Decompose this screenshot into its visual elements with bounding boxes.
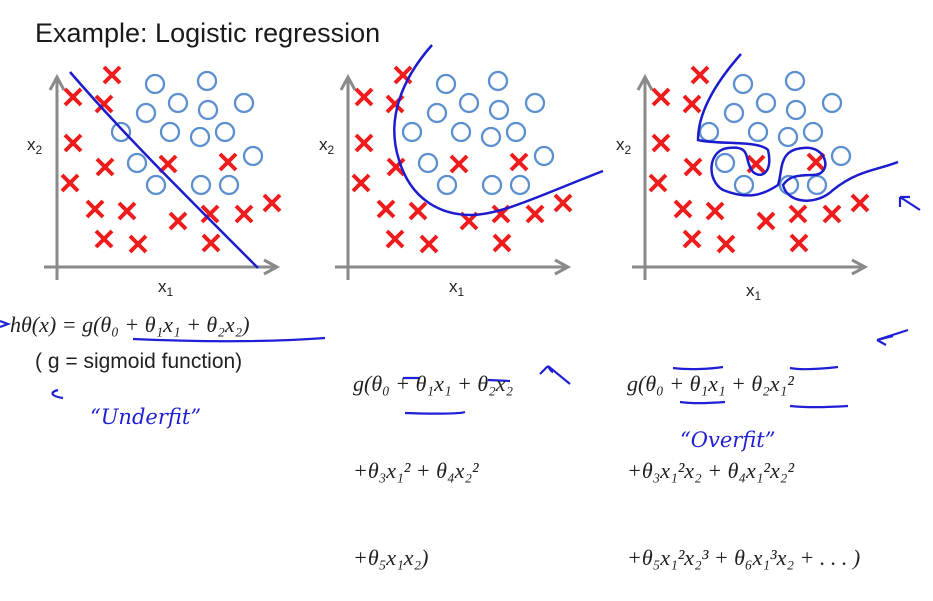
underline-x1x2 (404, 410, 466, 415)
underline-x1sqx2sq (789, 365, 839, 371)
underline-x1sqx2 (672, 365, 724, 371)
arrow-to-g-icon (51, 388, 64, 400)
plot-overfit: x2 x1 (616, 53, 899, 303)
scatter-plots: x2 x1 x2 x1 x2 x1 (0, 44, 921, 415)
linear-decision-boundary (69, 71, 259, 269)
underline-x1sqx2cube (679, 400, 726, 405)
arrow-icon-plot (898, 195, 921, 211)
svg-text:x1: x1 (449, 277, 465, 299)
overfit-annotation: “Overfit” (680, 428, 776, 452)
formula-line: +θ₃x₁² + θ₄x₂² (353, 458, 479, 483)
quadratic-decision-boundary (393, 44, 604, 217)
formula-line: g(θ₀ + θ₁x₁ + θ₂x₁² (627, 371, 794, 396)
annotations (0, 195, 921, 415)
x-axis-label: x1 (158, 277, 174, 299)
formula-line: g(θ₀ + θ₁x₁ + θ₂x₂ (353, 371, 514, 396)
svg-text:x1: x1 (746, 281, 762, 303)
svg-text:x2: x2 (319, 135, 335, 157)
underline-x2sq (487, 378, 511, 383)
formula-just-right: g(θ₀ + θ₁x₁ + θ₂x₂ +θ₃x₁² + θ₄x₂² +θ₅x₁x… (353, 311, 513, 601)
sigmoid-note: ( g = sigmoid function) (35, 350, 243, 373)
arrow-to-h (0, 319, 12, 329)
formula-line: +θ₃x₁²x₂ + θ₄x₁²x₂² (627, 458, 795, 483)
underline-x1cubex2 (789, 404, 849, 409)
formula-line: +θ₅x₁x₂) (353, 545, 429, 570)
formula-line: +θ₅x₁²x₂³ + θ₆x₁³x₂ + . . . ) (627, 545, 861, 570)
y-axis-label: x2 (27, 135, 43, 157)
formula-underfit: hθ(x) = g(θ₀ + θ₁x₁ + θ₂x₂) (10, 312, 250, 337)
underfit-annotation: “Underfit” (90, 405, 202, 429)
plot-just-right: x2 x1 (319, 44, 604, 299)
underline-linear-terms (132, 336, 326, 343)
arrow-icon-right (876, 328, 909, 346)
complex-decision-boundary (696, 53, 899, 202)
plot-underfit: x2 x1 (27, 67, 280, 299)
formula-overfit: g(θ₀ + θ₁x₁ + θ₂x₁² +θ₃x₁²x₂ + θ₄x₁²x₂² … (627, 311, 860, 601)
slide-title: Example: Logistic regression (35, 18, 381, 48)
arrow-icon-middle (539, 365, 571, 385)
svg-text:x2: x2 (616, 135, 632, 157)
